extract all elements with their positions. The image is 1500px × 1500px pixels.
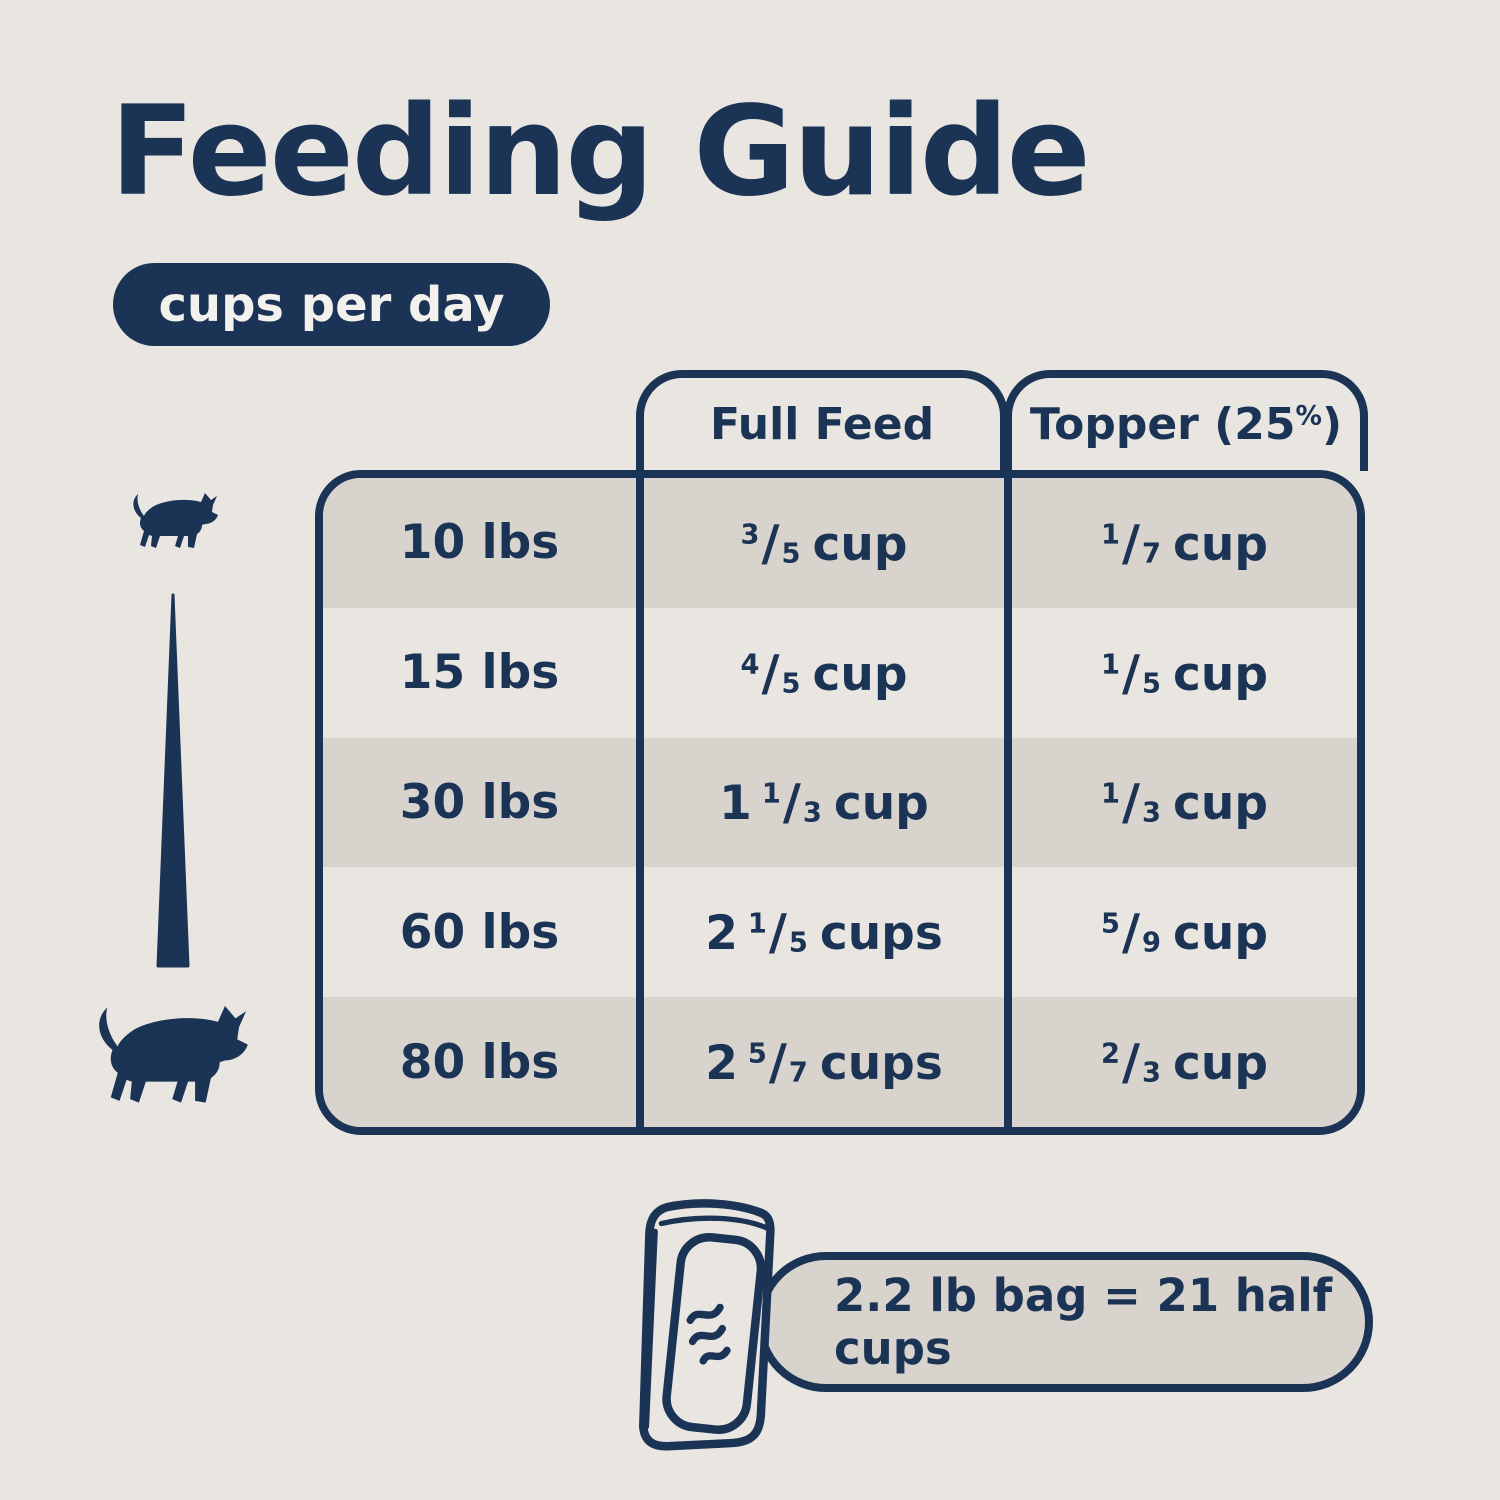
full-feed-header: Full Feed (636, 370, 1008, 471)
topper-cell: 1/7 cup (1004, 478, 1357, 608)
topper-cell: 5/9 cup (1004, 867, 1357, 998)
topper-header: Topper (25%) (1004, 370, 1368, 471)
bag-note-pill: 2.2 lb bag = 21 half cups (756, 1252, 1373, 1392)
topper-cell: 1/5 cup (1004, 607, 1357, 738)
full-feed-cell: 3/5 cup (636, 478, 1004, 608)
small-dog-icon (133, 493, 218, 548)
dog-food-bag-icon (639, 1199, 775, 1451)
table-row: 60 lbs 2 1/5 cups 5/9 cup (323, 867, 1357, 998)
topper-cell: 2/3 cup (1004, 997, 1357, 1127)
table-row: 80 lbs 2 5/7 cups 2/3 cup (323, 997, 1357, 1127)
cups-per-day-label: cups per day (158, 276, 505, 333)
table-row: 15 lbs 4/5 cup 1/5 cup (323, 607, 1357, 738)
page-title: Feeding Guide (110, 80, 1091, 224)
topper-header-label: Topper (25%) (1029, 399, 1343, 450)
full-feed-cell: 4/5 cup (636, 607, 1004, 738)
large-dog-icon (99, 1006, 248, 1103)
full-feed-cell: 1 1/3 cup (636, 737, 1004, 868)
feeding-table-body: 10 lbs 3/5 cup 1/7 cup 15 lbs 4/5 cup 1/5 cup 30 l… (323, 478, 1357, 1127)
size-scale-wedge-icon (156, 593, 190, 968)
table-row: 10 lbs 3/5 cup 1/7 cup (323, 478, 1357, 608)
feeding-table: 10 lbs 3/5 cup 1/7 cup 15 lbs 4/5 cup 1/5 cup 30 l… (315, 470, 1365, 1135)
bag-note-label: 2.2 lb bag = 21 half cups (834, 1269, 1333, 1375)
full-feed-header-label: Full Feed (709, 399, 935, 450)
weight-cell: 15 lbs (399, 645, 560, 701)
topper-cell: 1/3 cup (1004, 737, 1357, 868)
full-feed-cell: 2 1/5 cups (636, 867, 1004, 998)
cups-per-day-badge: cups per day (113, 263, 550, 346)
table-row: 30 lbs 1 1/3 cup 1/3 cup (323, 737, 1357, 868)
weight-cell: 10 lbs (399, 515, 560, 571)
weight-cell: 80 lbs (399, 1034, 560, 1090)
full-feed-cell: 2 5/7 cups (636, 997, 1004, 1127)
weight-cell: 30 lbs (399, 774, 560, 830)
weight-cell: 60 lbs (399, 904, 560, 960)
